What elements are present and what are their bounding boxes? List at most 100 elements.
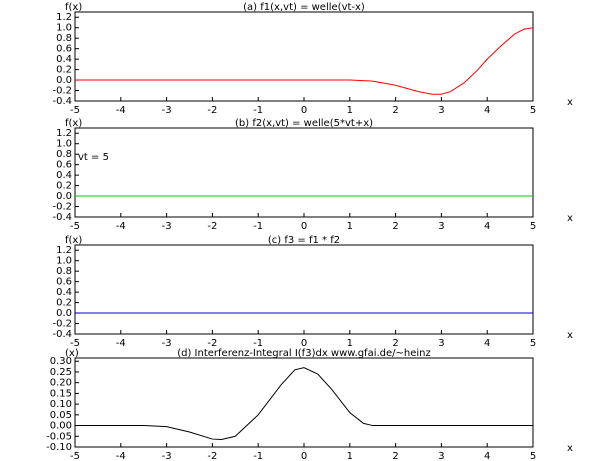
x-axis-label: x: [567, 330, 573, 341]
x-tick-label: -2: [207, 105, 217, 116]
y-tick-label: 0.05: [50, 410, 72, 421]
x-tick-label: -5: [70, 221, 80, 232]
x-tick-label: 0: [301, 451, 307, 461]
x-tick-label: 3: [438, 221, 444, 232]
y-tick-label: -0.4: [52, 96, 72, 107]
x-tick-label: 4: [484, 338, 490, 349]
plot-frame: [74, 127, 534, 218]
x-tick-label: 4: [484, 221, 490, 232]
y-tick-label: 0.10: [50, 399, 72, 410]
y-tick-label: 1.2: [56, 245, 72, 256]
x-tick-label: 0: [301, 105, 307, 116]
x-tick-label: -1: [253, 105, 263, 116]
y-tick-label: 0.6: [56, 160, 72, 171]
plot-frame: [74, 357, 534, 448]
x-tick-label: 4: [484, 105, 490, 116]
y-tick-label: -0.4: [52, 212, 72, 223]
x-tick-label: -3: [162, 221, 172, 232]
x-tick-label: 3: [438, 338, 444, 349]
x-tick-label: 2: [392, 338, 398, 349]
x-tick-label: -4: [116, 221, 126, 232]
y-tick-label: 0.0: [56, 191, 72, 202]
y-tick-label: -0.4: [52, 329, 72, 340]
x-tick-label: 4: [484, 451, 490, 461]
y-axis-label: f(x): [65, 118, 82, 129]
y-tick-label: 0.00: [50, 421, 72, 432]
chart-title: (a) f1(x,vt) = welle(vt-x): [243, 2, 365, 13]
x-tick-label: -4: [116, 451, 126, 461]
y-axis-label: f(x): [65, 235, 82, 246]
x-tick-label: -5: [70, 451, 80, 461]
x-tick-label: -2: [207, 338, 217, 349]
x-tick-label: -3: [162, 105, 172, 116]
x-tick-label: 5: [530, 221, 536, 232]
x-tick-label: 3: [438, 105, 444, 116]
y-tick-label: 0.4: [56, 287, 72, 298]
x-tick-label: -3: [162, 338, 172, 349]
y-tick-label: 0.20: [50, 378, 72, 389]
curve: [75, 367, 533, 440]
y-tick-label: 0.0: [56, 75, 72, 86]
y-axis-label: (x): [65, 348, 79, 359]
curve: [75, 27, 534, 95]
y-tick-label: 0.15: [50, 388, 72, 399]
annotation: vt = 5: [78, 152, 109, 163]
y-tick-label: 0.8: [56, 149, 72, 160]
y-tick-label: -0.10: [46, 442, 72, 453]
x-tick-label: 3: [438, 451, 444, 461]
y-tick-label: 0.2: [56, 65, 72, 76]
x-tick-label: 0: [301, 221, 307, 232]
x-tick-label: 1: [347, 451, 353, 461]
x-tick-label: 2: [392, 221, 398, 232]
x-tick-label: 5: [530, 105, 536, 116]
x-tick-label: -5: [70, 338, 80, 349]
y-tick-label: 1.2: [56, 128, 72, 139]
x-tick-label: 5: [530, 338, 536, 349]
y-tick-label: 0.30: [50, 356, 72, 367]
x-tick-label: -2: [207, 451, 217, 461]
plot-frame: [74, 11, 534, 102]
x-tick-label: -1: [253, 221, 263, 232]
y-tick-label: 1.0: [56, 139, 72, 150]
x-tick-label: -2: [207, 221, 217, 232]
x-tick-label: -5: [70, 105, 80, 116]
y-tick-label: 1.0: [56, 23, 72, 34]
x-tick-label: -3: [162, 451, 172, 461]
y-tick-label: 1.2: [56, 12, 72, 23]
x-tick-label: 2: [392, 105, 398, 116]
plot-frame: [74, 244, 534, 335]
y-tick-label: -0.05: [46, 431, 72, 442]
chart-title: (c) f3 = f1 * f2: [268, 235, 340, 246]
y-tick-label: 0.4: [56, 54, 72, 65]
x-tick-label: -4: [116, 338, 126, 349]
y-tick-label: 0.2: [56, 298, 72, 309]
x-axis-label: x: [567, 213, 573, 224]
y-tick-label: 0.8: [56, 33, 72, 44]
y-tick-label: 0.6: [56, 44, 72, 55]
y-tick-label: 0.25: [50, 367, 72, 378]
chart-title: (d) Interferenz-Integral I(f3)dx www.gfa…: [177, 348, 431, 359]
y-tick-label: -0.2: [52, 86, 72, 97]
x-tick-label: -1: [253, 338, 263, 349]
x-tick-label: 1: [347, 338, 353, 349]
x-tick-label: 2: [392, 451, 398, 461]
y-tick-label: -0.2: [52, 202, 72, 213]
x-tick-label: 1: [347, 105, 353, 116]
y-tick-label: 0.8: [56, 266, 72, 277]
chart-title: (b) f2(x,vt) = welle(5*vt+x): [235, 118, 373, 129]
x-tick-label: -4: [116, 105, 126, 116]
x-tick-label: 5: [530, 451, 536, 461]
y-tick-label: 0.2: [56, 181, 72, 192]
x-axis-label: x: [567, 443, 573, 454]
x-tick-label: 0: [301, 338, 307, 349]
x-tick-label: 1: [347, 221, 353, 232]
y-tick-label: 1.0: [56, 256, 72, 267]
y-tick-label: 0.0: [56, 308, 72, 319]
y-tick-label: 0.4: [56, 170, 72, 181]
x-tick-label: -1: [253, 451, 263, 461]
y-tick-label: 0.6: [56, 277, 72, 288]
x-axis-label: x: [567, 97, 573, 108]
y-axis-label: f(x): [65, 2, 82, 13]
y-tick-label: -0.2: [52, 319, 72, 330]
